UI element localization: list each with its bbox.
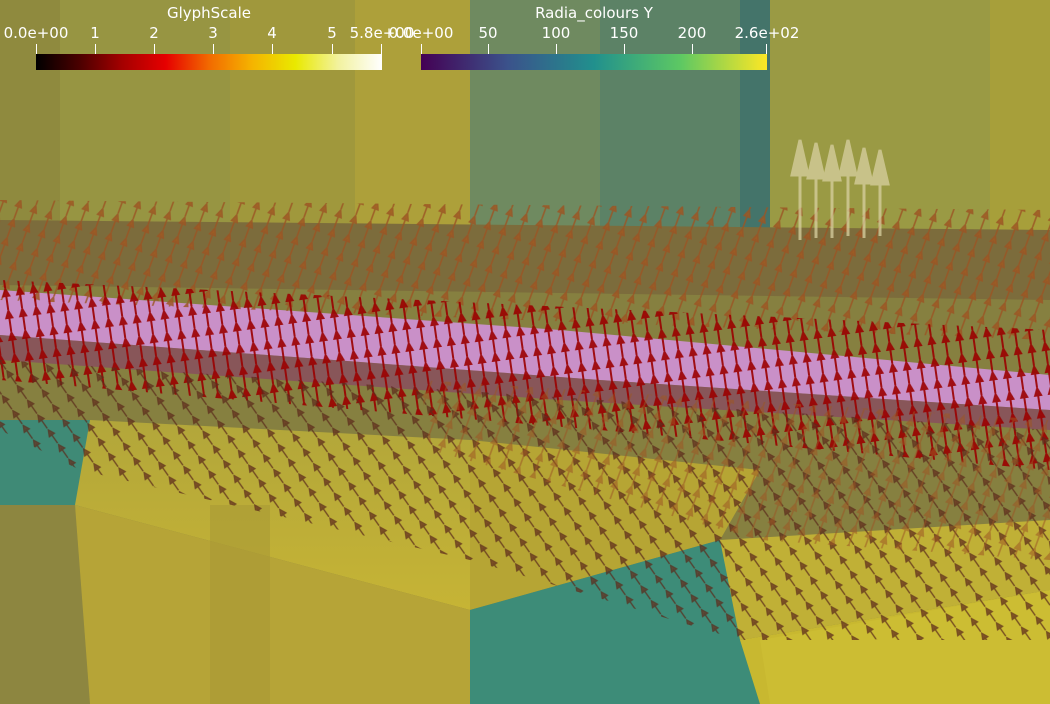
tick-mark: [272, 44, 273, 55]
tick-label: 2: [149, 24, 159, 42]
tick-label: 0.0e+00: [388, 24, 454, 42]
tick-label: 5: [327, 24, 337, 42]
colorbar-radia-colours-y: Radia_colours Y 0.0e+00 50 100 150 200 2…: [389, 0, 799, 75]
tick-mark: [332, 44, 333, 55]
tick-mark: [36, 44, 37, 55]
tick-mark: [692, 44, 693, 55]
tick-mark: [766, 44, 767, 55]
tick-mark: [624, 44, 625, 55]
tick-label: 50: [478, 24, 498, 42]
vector-glyphs: [0, 200, 1050, 640]
tick-label: 4: [267, 24, 277, 42]
tick-mark: [421, 44, 422, 55]
colorbar-gradient: [421, 54, 767, 70]
colorbar-title: GlyphScale: [166, 4, 252, 22]
white-arrow-cluster: [790, 139, 890, 240]
tick-mark: [95, 44, 96, 55]
tick-label: 200: [677, 24, 707, 42]
tick-label: 150: [609, 24, 639, 42]
tick-label: 2.6e+02: [734, 24, 800, 42]
tick-label: 100: [541, 24, 571, 42]
colorbar-title: Radia_colours Y: [535, 4, 653, 22]
tick-mark: [488, 44, 489, 55]
tick-label: 1: [90, 24, 100, 42]
colorbar-glyphscale: GlyphScale 0.0e+00 1 2 3 4 5 5.8e+00: [4, 0, 414, 75]
tick-mark: [213, 44, 214, 55]
tick-mark: [154, 44, 155, 55]
colorbar-gradient: [36, 54, 382, 70]
tick-label: 0.0e+00: [3, 24, 69, 42]
tick-label: 5.8e+00: [349, 24, 415, 42]
tick-mark: [381, 44, 382, 55]
tick-label: 3: [208, 24, 218, 42]
tick-mark: [556, 44, 557, 55]
